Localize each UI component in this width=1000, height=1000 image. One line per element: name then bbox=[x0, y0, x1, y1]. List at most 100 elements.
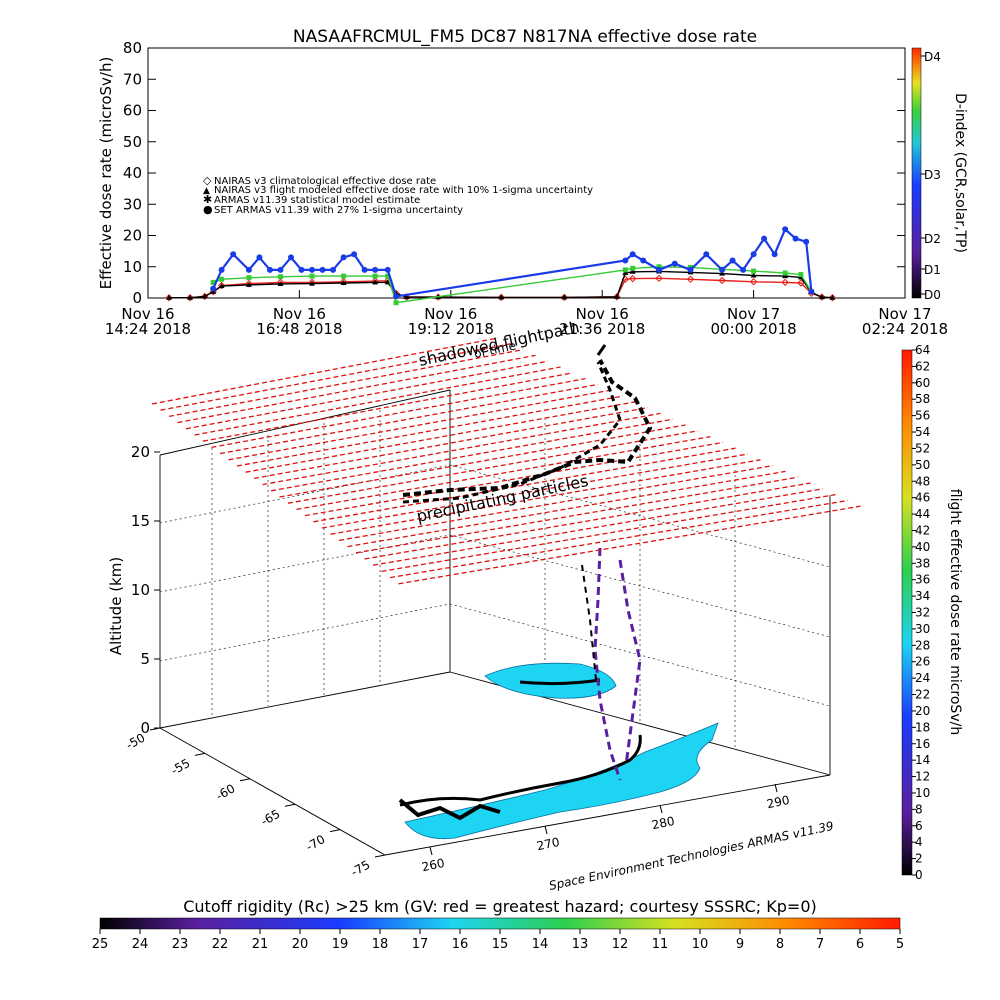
cutoff-rigidity-tick-label: 16 bbox=[452, 937, 469, 952]
precip-grid-line bbox=[287, 430, 699, 504]
legend-label-set-armas: SET ARMAS v11.39 with 27% 1-sigma uncert… bbox=[214, 205, 463, 216]
dose-rate-tick-label: 14 bbox=[915, 753, 930, 767]
top-series-layer bbox=[165, 226, 837, 306]
point-set-armas bbox=[687, 266, 694, 273]
dose-rate-tick-label: 26 bbox=[915, 655, 930, 669]
d-index-tick-label: D1 bbox=[924, 263, 941, 277]
longitude-tick bbox=[544, 825, 548, 835]
d-index-ticks: D0 D1 D2 D3 D4 bbox=[921, 50, 941, 302]
dose-rate-tick-label: 62 bbox=[915, 359, 930, 373]
legend-marker-armas-model: ✱ bbox=[203, 193, 212, 206]
latitude-tick bbox=[239, 778, 251, 782]
precip-grid-line bbox=[270, 418, 674, 492]
point-nairas-flight bbox=[340, 280, 347, 285]
dose-rate-tick-label: 42 bbox=[915, 523, 930, 537]
dose-rate-tick-label: 30 bbox=[915, 622, 930, 636]
precipitating-particles-grid bbox=[151, 337, 861, 585]
cutoff-rigidity-tick-label: 24 bbox=[132, 937, 149, 952]
point-set-armas bbox=[792, 235, 799, 242]
point-armas-model bbox=[622, 267, 628, 273]
point-set-armas bbox=[218, 266, 225, 273]
x-tick-label-time: 16:48 2018 bbox=[256, 320, 342, 338]
vertical-trajectory bbox=[581, 547, 642, 781]
point-nairas-flight bbox=[622, 270, 629, 275]
altitude-axis-label: Altitude (km) bbox=[107, 557, 125, 655]
longitude-tick-label: 270 bbox=[536, 835, 561, 853]
series-line-armas-model bbox=[212, 266, 812, 304]
point-set-armas bbox=[629, 251, 636, 258]
x-tick-label-date: Nov 17 bbox=[727, 305, 780, 323]
point-set-armas bbox=[351, 251, 358, 258]
precip-grid-line bbox=[177, 354, 536, 424]
point-set-armas bbox=[761, 235, 768, 242]
legend-marker-nairas-clim: ◇ bbox=[203, 174, 212, 187]
cutoff-rigidity-tick-label: 5 bbox=[896, 937, 904, 952]
dose-rate-tick-label: 56 bbox=[915, 409, 930, 423]
dose-rate-tick-label: 36 bbox=[915, 573, 930, 587]
precip-grid-line bbox=[236, 395, 624, 467]
precip-grid-line bbox=[398, 505, 861, 585]
altitude-tick-label: 5 bbox=[140, 650, 150, 668]
point-nairas-flight bbox=[750, 272, 757, 278]
precip-grid-line bbox=[185, 360, 549, 430]
point-nairas-clim bbox=[628, 274, 637, 283]
point-armas-model bbox=[309, 273, 315, 279]
point-nairas-clim bbox=[797, 279, 805, 287]
latitude-tick-label: -55 bbox=[169, 756, 193, 778]
x-tick-label-date: Nov 16 bbox=[424, 305, 477, 323]
x-tick-label-date: Nov 16 bbox=[121, 305, 174, 323]
point-set-armas bbox=[245, 266, 252, 273]
dose-rate-tick-label: 38 bbox=[915, 556, 930, 570]
point-set-armas bbox=[330, 266, 337, 273]
precip-grid-line bbox=[253, 406, 649, 480]
dose-rate-tick-label: 44 bbox=[915, 507, 930, 521]
dose-rate-tick-label: 4 bbox=[915, 835, 923, 849]
point-armas-model bbox=[385, 273, 391, 279]
dose-rate-tick-label: 18 bbox=[915, 720, 930, 734]
d-index-colorbar bbox=[911, 47, 922, 299]
y-tick-label: 30 bbox=[123, 195, 142, 213]
point-armas-model bbox=[341, 273, 347, 279]
legend-label-nairas-clim: NAIRAS v3 climatological effective dose … bbox=[214, 176, 436, 187]
dose-rate-colorbar-ticks: 0246810121416182022242628303234363840424… bbox=[912, 343, 930, 882]
point-armas-model bbox=[219, 276, 225, 282]
latitude-tick-label: -65 bbox=[259, 807, 283, 829]
point-armas-model bbox=[372, 273, 378, 279]
x-tick-label-date: Nov 16 bbox=[273, 305, 326, 323]
x-tick-label-time: 19:12 2018 bbox=[408, 320, 494, 338]
dose-rate-tick-label: 52 bbox=[915, 441, 930, 455]
point-armas-model bbox=[277, 274, 283, 280]
point-set-armas bbox=[210, 285, 217, 292]
point-nairas-clim bbox=[781, 278, 789, 287]
point-nairas-clim bbox=[686, 275, 695, 283]
dose-rate-tick-label: 32 bbox=[915, 606, 930, 620]
cutoff-rigidity-tick-label: 19 bbox=[332, 937, 349, 952]
point-set-armas bbox=[640, 257, 647, 264]
point-nairas-flight bbox=[782, 273, 789, 279]
dose-rate-tick-label: 12 bbox=[915, 770, 930, 784]
point-set-armas bbox=[266, 266, 273, 273]
altitude-tick-label: 0 bbox=[140, 719, 150, 737]
dose-rate-colorbar-label: flight effective dose rate microSv/h bbox=[947, 489, 963, 735]
point-armas-model bbox=[751, 268, 757, 274]
point-set-armas bbox=[803, 238, 810, 245]
point-nairas-clim bbox=[186, 293, 194, 302]
longitude-tick bbox=[429, 846, 433, 856]
altitude-tick-label: 10 bbox=[131, 581, 150, 599]
point-set-armas bbox=[319, 266, 326, 273]
dose-rate-tick-label: 6 bbox=[915, 819, 923, 833]
d-index-tick-label: D3 bbox=[924, 168, 941, 182]
point-nairas-clim bbox=[749, 278, 758, 286]
precip-grid-line bbox=[228, 389, 611, 461]
precip-grid-line bbox=[245, 401, 636, 473]
point-nairas-clim bbox=[828, 293, 837, 302]
point-nairas-flight bbox=[187, 294, 194, 300]
dose-rate-tick-label: 2 bbox=[915, 852, 923, 866]
point-nairas-flight bbox=[372, 279, 379, 285]
top-y-axis-label: Effective dose rate (microSv/h) bbox=[97, 57, 115, 290]
point-nairas-clim bbox=[718, 276, 726, 285]
cutoff-rigidity-tick-label: 20 bbox=[292, 937, 309, 952]
dose-rate-tick-label: 24 bbox=[915, 671, 930, 685]
cutoff-rigidity-label: Cutoff rigidity (Rc) >25 km (GV: red = g… bbox=[183, 897, 817, 916]
